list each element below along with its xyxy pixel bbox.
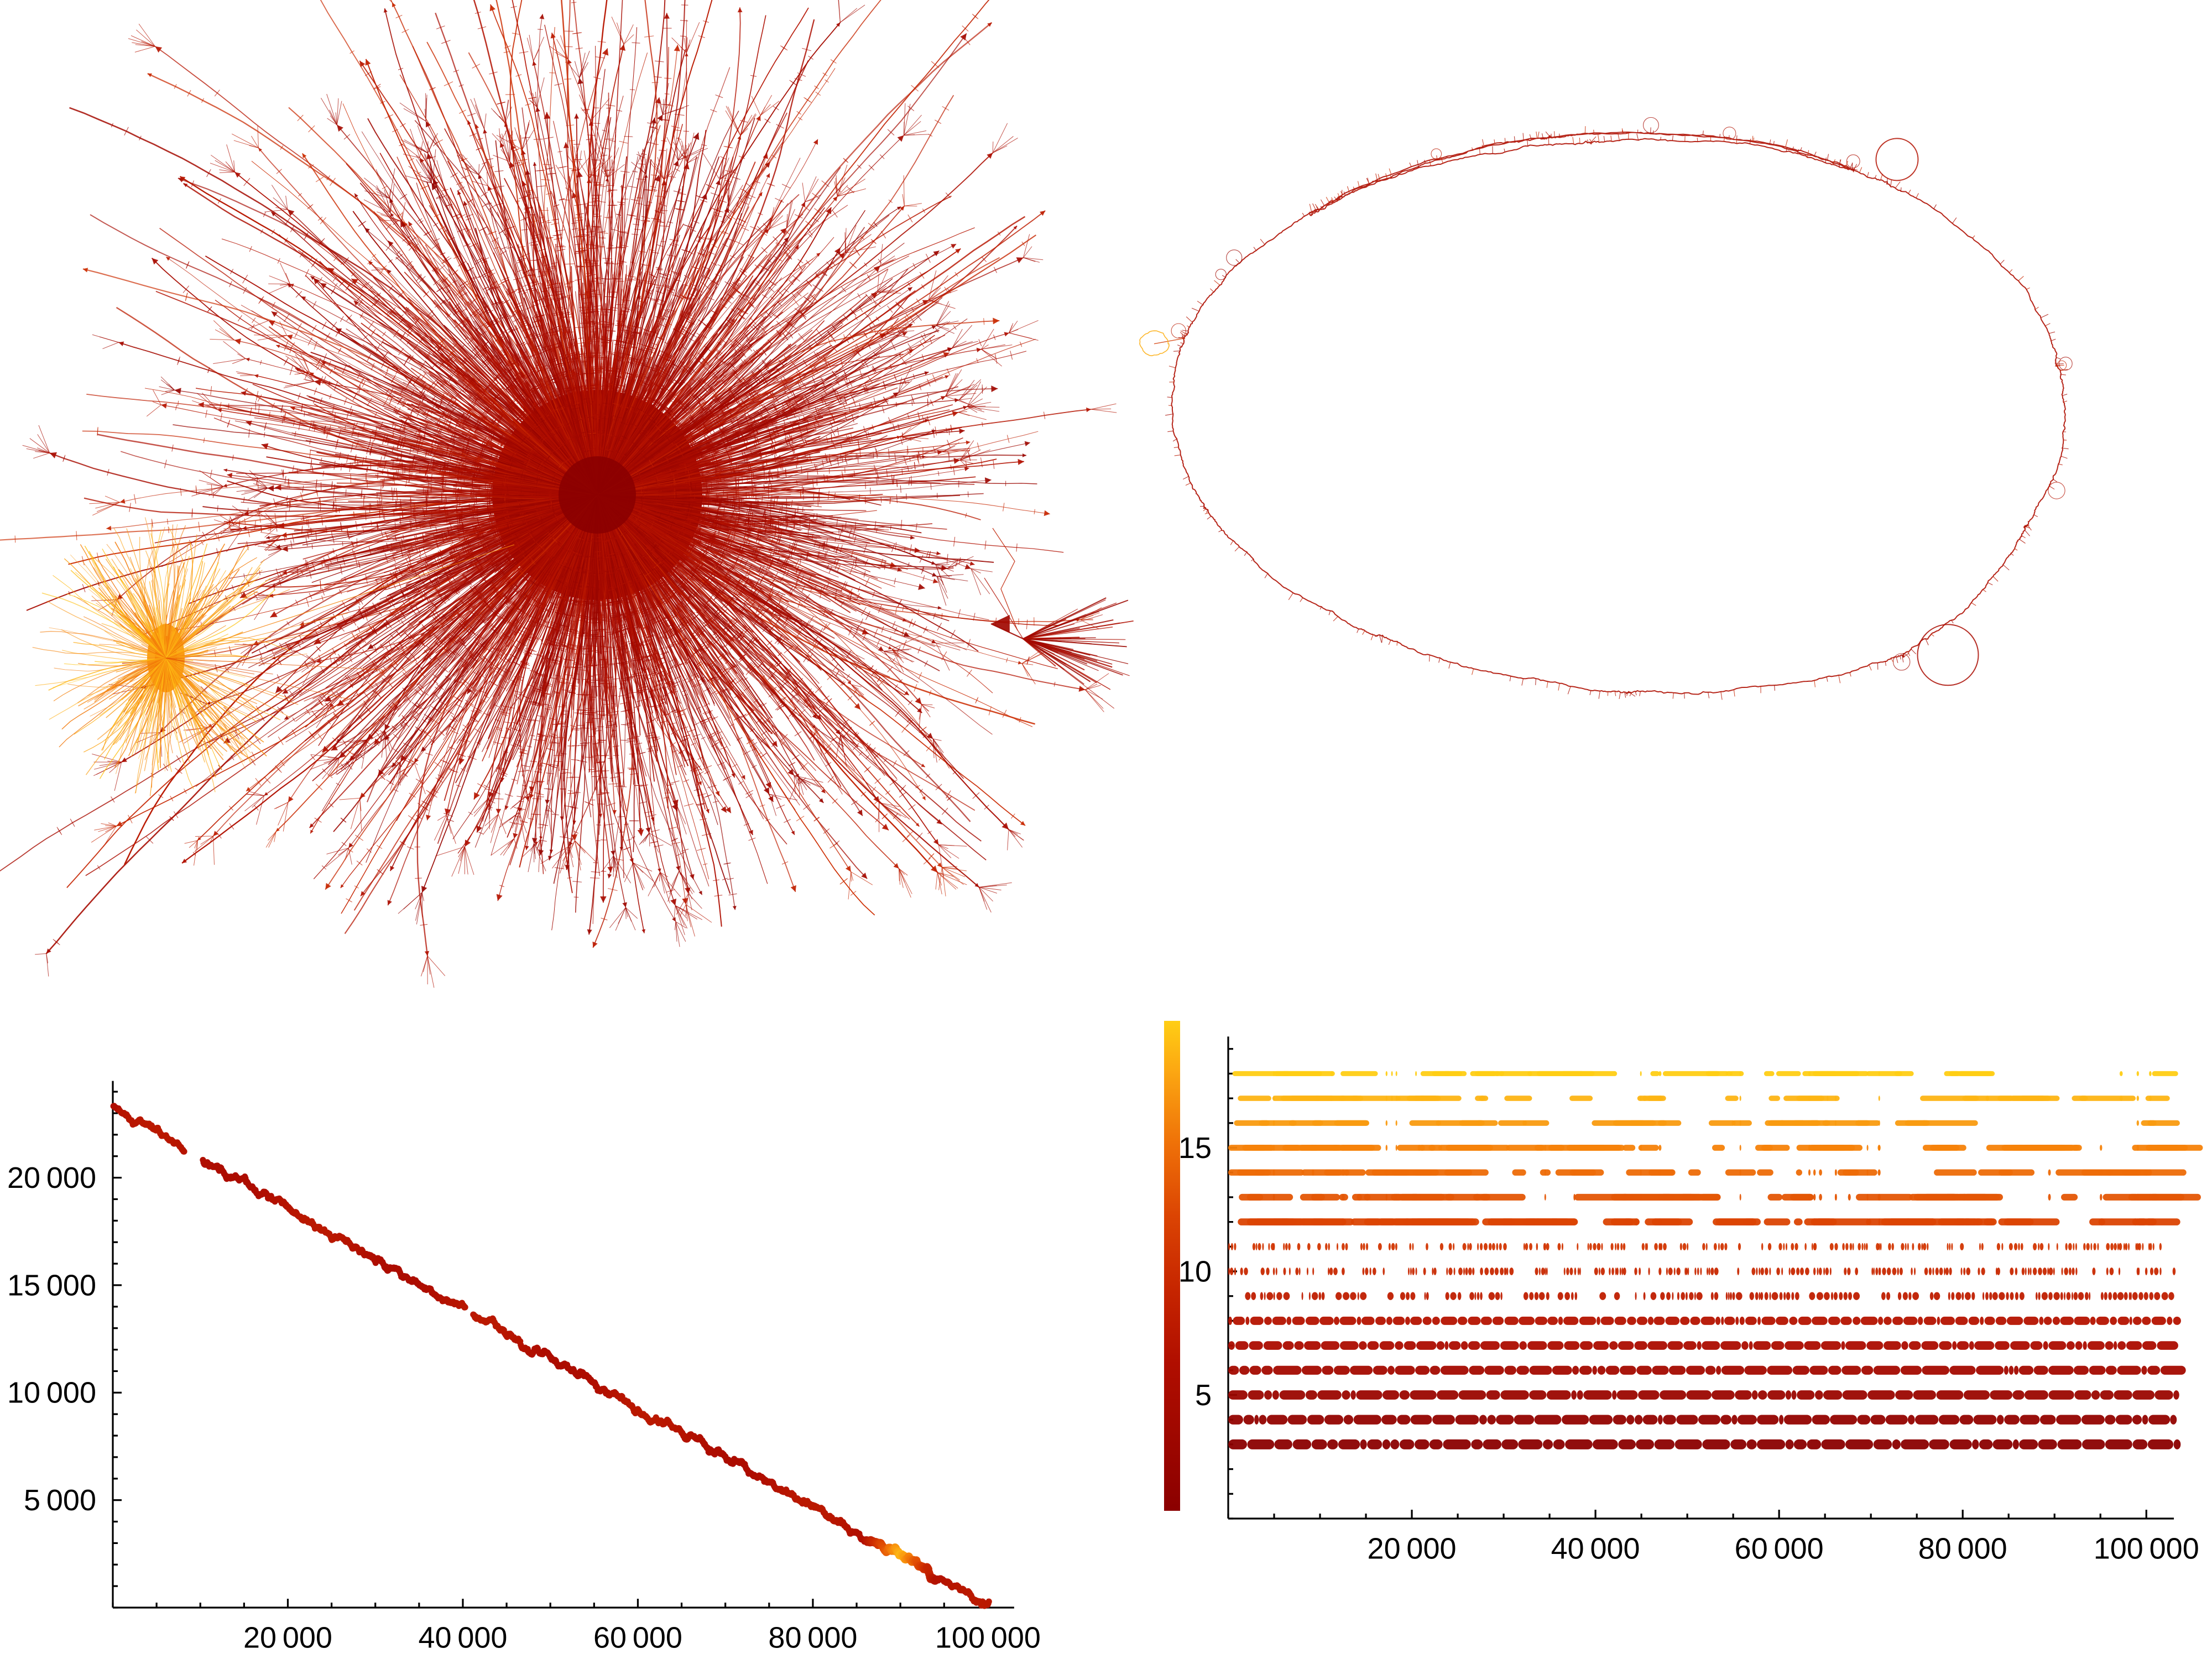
svg-text:60 000: 60 000 — [593, 1621, 682, 1655]
svg-text:80 000: 80 000 — [768, 1621, 857, 1655]
svg-text:20 000: 20 000 — [7, 1161, 96, 1194]
svg-text:10: 10 — [1178, 1255, 1212, 1288]
svg-text:100 000: 100 000 — [935, 1621, 1041, 1655]
svg-text:5: 5 — [1195, 1379, 1212, 1412]
svg-text:10 000: 10 000 — [7, 1376, 96, 1410]
svg-text:80 000: 80 000 — [1918, 1532, 2007, 1566]
svg-text:40 000: 40 000 — [418, 1621, 507, 1655]
svg-text:40 000: 40 000 — [1551, 1532, 1640, 1566]
svg-text:15: 15 — [1178, 1131, 1212, 1165]
svg-text:100 000: 100 000 — [2094, 1532, 2199, 1566]
svg-text:20 000: 20 000 — [1368, 1532, 1457, 1566]
svg-text:5 000: 5 000 — [24, 1484, 96, 1517]
svg-text:15 000: 15 000 — [7, 1269, 96, 1302]
svg-text:20 000: 20 000 — [243, 1621, 332, 1655]
svg-text:60 000: 60 000 — [1735, 1532, 1824, 1566]
